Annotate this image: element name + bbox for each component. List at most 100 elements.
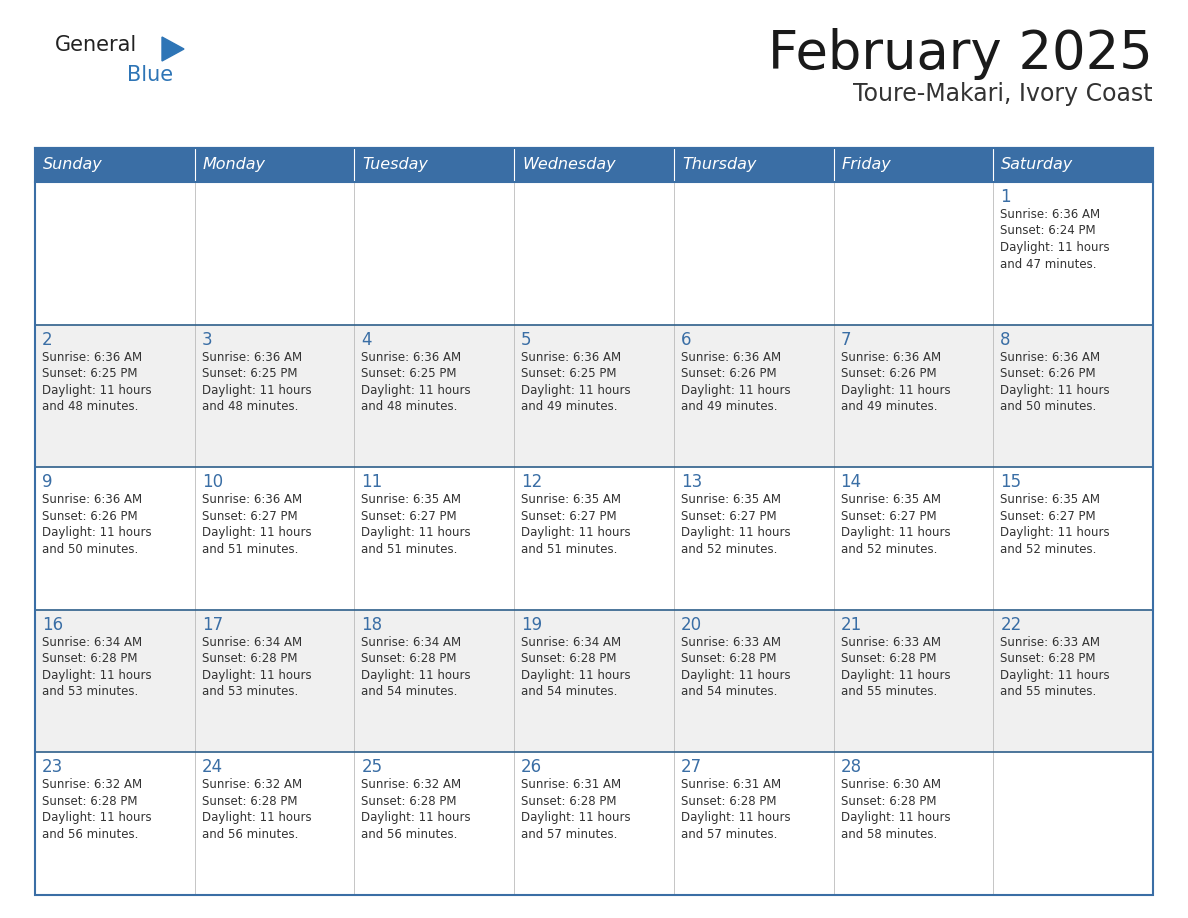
Text: Daylight: 11 hours: Daylight: 11 hours <box>681 384 790 397</box>
Text: and 58 minutes.: and 58 minutes. <box>841 828 937 841</box>
Text: Sunset: 6:28 PM: Sunset: 6:28 PM <box>681 795 776 808</box>
Text: Daylight: 11 hours: Daylight: 11 hours <box>202 526 311 539</box>
Text: Sunset: 6:28 PM: Sunset: 6:28 PM <box>1000 653 1095 666</box>
Text: Sunset: 6:28 PM: Sunset: 6:28 PM <box>42 653 138 666</box>
Text: Blue: Blue <box>127 65 173 85</box>
Text: and 53 minutes.: and 53 minutes. <box>42 686 138 699</box>
Text: and 52 minutes.: and 52 minutes. <box>1000 543 1097 555</box>
Text: General: General <box>55 35 138 55</box>
Text: Daylight: 11 hours: Daylight: 11 hours <box>681 526 790 539</box>
Bar <box>674 148 834 182</box>
Text: and 48 minutes.: and 48 minutes. <box>42 400 138 413</box>
Text: Sunrise: 6:33 AM: Sunrise: 6:33 AM <box>1000 636 1100 649</box>
Text: Thursday: Thursday <box>682 158 757 173</box>
Text: Sunrise: 6:35 AM: Sunrise: 6:35 AM <box>361 493 461 506</box>
Text: 1: 1 <box>1000 188 1011 206</box>
Bar <box>993 148 1154 182</box>
Text: Sunrise: 6:36 AM: Sunrise: 6:36 AM <box>522 351 621 364</box>
Text: and 47 minutes.: and 47 minutes. <box>1000 258 1097 271</box>
Text: and 49 minutes.: and 49 minutes. <box>681 400 777 413</box>
Text: Sunset: 6:27 PM: Sunset: 6:27 PM <box>202 509 297 522</box>
Text: Sunrise: 6:36 AM: Sunrise: 6:36 AM <box>1000 208 1100 221</box>
Text: 9: 9 <box>42 473 52 491</box>
Bar <box>34 467 1154 610</box>
Text: Sunset: 6:28 PM: Sunset: 6:28 PM <box>361 653 457 666</box>
Text: Sunrise: 6:36 AM: Sunrise: 6:36 AM <box>42 493 143 506</box>
Bar <box>195 148 354 182</box>
Text: 13: 13 <box>681 473 702 491</box>
Text: and 57 minutes.: and 57 minutes. <box>681 828 777 841</box>
Text: Sunset: 6:25 PM: Sunset: 6:25 PM <box>202 367 297 380</box>
Text: Sunrise: 6:34 AM: Sunrise: 6:34 AM <box>361 636 462 649</box>
Text: Daylight: 11 hours: Daylight: 11 hours <box>361 812 472 824</box>
Bar <box>34 182 1154 325</box>
Text: Daylight: 11 hours: Daylight: 11 hours <box>841 812 950 824</box>
Text: Daylight: 11 hours: Daylight: 11 hours <box>1000 241 1110 254</box>
Text: and 52 minutes.: and 52 minutes. <box>841 543 937 555</box>
Text: 5: 5 <box>522 330 532 349</box>
Text: Sunrise: 6:32 AM: Sunrise: 6:32 AM <box>202 778 302 791</box>
Text: Daylight: 11 hours: Daylight: 11 hours <box>42 669 152 682</box>
Text: 6: 6 <box>681 330 691 349</box>
Text: Sunset: 6:25 PM: Sunset: 6:25 PM <box>361 367 457 380</box>
Bar <box>34 610 1154 753</box>
Text: and 55 minutes.: and 55 minutes. <box>841 686 937 699</box>
Text: 27: 27 <box>681 758 702 777</box>
Bar <box>34 148 1154 895</box>
Text: Sunset: 6:26 PM: Sunset: 6:26 PM <box>841 367 936 380</box>
Text: Monday: Monday <box>203 158 266 173</box>
Text: 2: 2 <box>42 330 52 349</box>
Text: 18: 18 <box>361 616 383 633</box>
Text: Sunrise: 6:31 AM: Sunrise: 6:31 AM <box>681 778 781 791</box>
Text: and 54 minutes.: and 54 minutes. <box>681 686 777 699</box>
Text: Sunrise: 6:33 AM: Sunrise: 6:33 AM <box>681 636 781 649</box>
Text: Daylight: 11 hours: Daylight: 11 hours <box>42 526 152 539</box>
Text: and 51 minutes.: and 51 minutes. <box>202 543 298 555</box>
Text: 16: 16 <box>42 616 63 633</box>
Text: Saturday: Saturday <box>1001 158 1074 173</box>
Text: 25: 25 <box>361 758 383 777</box>
Text: and 54 minutes.: and 54 minutes. <box>361 686 457 699</box>
Text: Daylight: 11 hours: Daylight: 11 hours <box>522 384 631 397</box>
Polygon shape <box>162 37 184 61</box>
Text: Sunrise: 6:32 AM: Sunrise: 6:32 AM <box>42 778 143 791</box>
Text: and 52 minutes.: and 52 minutes. <box>681 543 777 555</box>
Text: 15: 15 <box>1000 473 1022 491</box>
Text: 10: 10 <box>202 473 223 491</box>
Text: 12: 12 <box>522 473 543 491</box>
Text: Sunrise: 6:30 AM: Sunrise: 6:30 AM <box>841 778 941 791</box>
Text: Sunset: 6:28 PM: Sunset: 6:28 PM <box>841 795 936 808</box>
Text: 19: 19 <box>522 616 542 633</box>
Text: and 48 minutes.: and 48 minutes. <box>202 400 298 413</box>
Text: Sunrise: 6:36 AM: Sunrise: 6:36 AM <box>202 351 302 364</box>
Text: Sunrise: 6:36 AM: Sunrise: 6:36 AM <box>42 351 143 364</box>
Text: 17: 17 <box>202 616 223 633</box>
Text: and 51 minutes.: and 51 minutes. <box>361 543 457 555</box>
Text: 26: 26 <box>522 758 542 777</box>
Text: Toure-Makari, Ivory Coast: Toure-Makari, Ivory Coast <box>853 82 1154 106</box>
Text: Daylight: 11 hours: Daylight: 11 hours <box>202 812 311 824</box>
Text: Sunset: 6:24 PM: Sunset: 6:24 PM <box>1000 225 1095 238</box>
Text: Sunset: 6:27 PM: Sunset: 6:27 PM <box>1000 509 1095 522</box>
Text: Sunset: 6:27 PM: Sunset: 6:27 PM <box>522 509 617 522</box>
Text: Sunset: 6:25 PM: Sunset: 6:25 PM <box>522 367 617 380</box>
Text: Daylight: 11 hours: Daylight: 11 hours <box>361 669 472 682</box>
Text: Daylight: 11 hours: Daylight: 11 hours <box>1000 669 1110 682</box>
Text: Daylight: 11 hours: Daylight: 11 hours <box>522 526 631 539</box>
Text: 28: 28 <box>841 758 861 777</box>
Text: Sunset: 6:27 PM: Sunset: 6:27 PM <box>361 509 457 522</box>
Text: Sunset: 6:25 PM: Sunset: 6:25 PM <box>42 367 138 380</box>
Text: Sunrise: 6:36 AM: Sunrise: 6:36 AM <box>841 351 941 364</box>
Text: Daylight: 11 hours: Daylight: 11 hours <box>202 669 311 682</box>
Text: Sunrise: 6:36 AM: Sunrise: 6:36 AM <box>202 493 302 506</box>
Text: Daylight: 11 hours: Daylight: 11 hours <box>681 669 790 682</box>
Text: and 49 minutes.: and 49 minutes. <box>841 400 937 413</box>
Text: and 56 minutes.: and 56 minutes. <box>361 828 457 841</box>
Text: Sunrise: 6:35 AM: Sunrise: 6:35 AM <box>681 493 781 506</box>
Text: 11: 11 <box>361 473 383 491</box>
Text: Sunrise: 6:32 AM: Sunrise: 6:32 AM <box>361 778 462 791</box>
Text: Daylight: 11 hours: Daylight: 11 hours <box>361 526 472 539</box>
Text: Daylight: 11 hours: Daylight: 11 hours <box>522 669 631 682</box>
Text: Daylight: 11 hours: Daylight: 11 hours <box>841 669 950 682</box>
Text: 21: 21 <box>841 616 861 633</box>
